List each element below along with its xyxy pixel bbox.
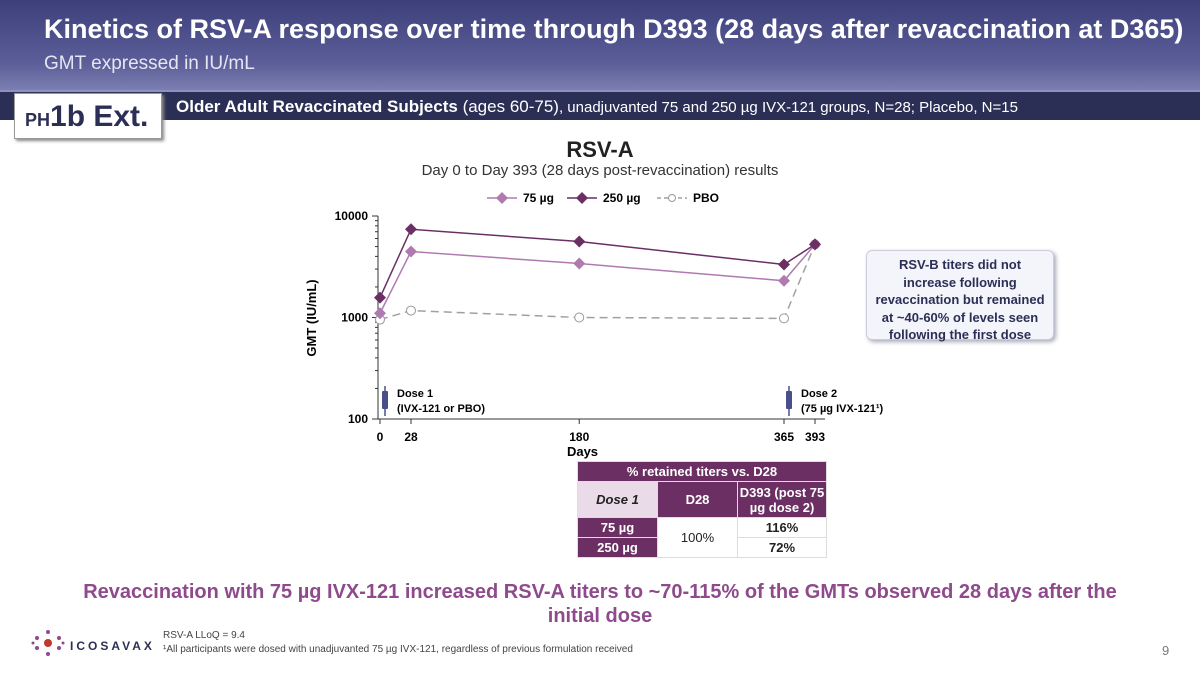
retained-titers-table: % retained titers vs. D28 Dose 1 D28 D393 … <box>577 461 827 558</box>
dose-label: Dose 2 <box>801 388 837 400</box>
ages: (ages 60-75) <box>457 97 559 116</box>
series-line-250 µg <box>379 228 816 298</box>
phase-prefix: PH <box>25 110 51 130</box>
data-point <box>374 291 386 304</box>
data-point <box>573 235 586 248</box>
x-tick-label: 28 <box>404 430 418 444</box>
x-axis-label: Days <box>567 444 598 459</box>
y-tick-label: 10000 <box>335 209 369 223</box>
series-line-PBO <box>379 244 816 321</box>
page-number: 9 <box>1162 643 1170 658</box>
dose-detail: (IVX-121 or PBO) <box>397 403 485 415</box>
legend-marker <box>496 192 508 204</box>
legend-marker <box>576 192 588 204</box>
icosavax-logo: ICOSAVAX <box>30 628 152 658</box>
page-subtitle: GMT expressed in IU/mL <box>44 53 255 74</box>
x-tick-label: 393 <box>805 430 825 444</box>
x-tick-label: 0 <box>377 430 384 444</box>
data-point <box>810 239 820 250</box>
data-point <box>778 258 791 271</box>
groups-text: , unadjuvanted 75 and 250 µg IVX-121 gro… <box>558 99 1018 116</box>
x-tick-label: 365 <box>774 430 794 444</box>
series-line-75 µg <box>379 243 816 314</box>
data-point <box>374 307 386 320</box>
legend-marker <box>668 194 676 202</box>
phase-badge: PH1b Ext. <box>14 93 162 139</box>
d393-value: 116% <box>737 517 827 538</box>
data-point <box>404 245 417 258</box>
syringe-icon <box>382 391 388 409</box>
y-axis-label: GMT (IU/mL) <box>304 279 319 356</box>
syringe-icon <box>786 391 793 409</box>
logo-mark-icon <box>31 630 65 656</box>
chart-subtitle: Day 0 to Day 393 (28 days post-revaccina… <box>421 162 779 179</box>
d28-value: 100% <box>657 517 738 558</box>
dose-detail: (75 µg IVX-121¹) <box>801 403 883 415</box>
header: Kinetics of RSV-A response over time thr… <box>0 0 1200 90</box>
data-point <box>404 223 417 236</box>
data-point <box>375 314 385 325</box>
logo-text: ICOSAVAX <box>70 639 155 653</box>
footnote-1: ¹All participants were dosed with unadju… <box>163 644 633 655</box>
legend-label: PBO <box>693 191 719 205</box>
dose-label: Dose 1 <box>397 388 433 400</box>
data-point <box>809 238 821 251</box>
table-title: % retained titers vs. D28 <box>577 461 827 482</box>
population-label: Older Adult Revaccinated Subjects <box>176 97 458 116</box>
conclusion: Revaccination with 75 µg IVX-121 increas… <box>83 581 1117 627</box>
col-d393: D393 (post 75 µg dose 2) <box>737 481 827 518</box>
x-tick-label: 180 <box>569 430 589 444</box>
footnote-lloq: RSV-A LLoQ = 9.4 <box>163 630 245 641</box>
row-dose: 75 µg <box>577 517 658 538</box>
data-point <box>779 313 790 324</box>
y-tick-label: 100 <box>348 412 368 426</box>
data-point <box>778 274 791 287</box>
data-point <box>405 305 416 316</box>
page-title: Kinetics of RSV-A response over time thr… <box>44 14 1184 44</box>
rsv-b-callout: RSV-B titers did not increase following … <box>866 250 1054 342</box>
legend-label: 75 µg <box>523 191 554 205</box>
population-band: Older Adult Revaccinated Subjects (ages … <box>0 90 1200 120</box>
col-d28: D28 <box>657 481 738 518</box>
d393-value: 72% <box>737 537 827 558</box>
col-dose1: Dose 1 <box>577 481 658 518</box>
y-tick-label: 1000 <box>341 311 368 325</box>
phase-main: 1b Ext. <box>50 100 149 133</box>
data-point <box>573 257 586 270</box>
data-point <box>809 238 821 251</box>
chart-title: RSV-A <box>566 137 634 162</box>
legend-label: 250 µg <box>603 191 641 205</box>
row-dose: 250 µg <box>577 537 658 558</box>
data-point <box>574 312 585 323</box>
